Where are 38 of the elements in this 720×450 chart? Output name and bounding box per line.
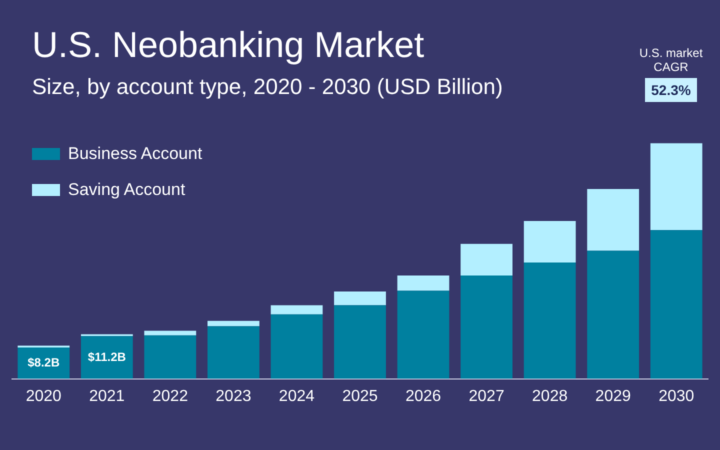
chart-subtitle: Size, by account type, 2020 - 2030 (USD Billion)	[32, 74, 503, 100]
x-tick-label: 2028	[532, 388, 568, 405]
bar	[460, 276, 512, 379]
legend-label: Business Account	[68, 144, 202, 164]
x-tick-label: 2025	[342, 388, 378, 405]
bar	[208, 320, 260, 326]
bar	[144, 330, 196, 336]
x-tick-label: 2029	[595, 388, 631, 405]
bar	[397, 290, 450, 379]
bar	[144, 335, 196, 379]
bar	[334, 292, 386, 306]
x-tick-label: 2023	[216, 388, 252, 405]
bar	[650, 230, 702, 379]
data-label: $8.2B	[28, 355, 60, 370]
bar	[270, 314, 323, 379]
bar	[460, 244, 512, 276]
data-label: $11.2B	[88, 350, 126, 364]
x-tick-label: 2021	[89, 388, 125, 405]
x-tick-label: 2022	[152, 388, 188, 405]
text: U.S. market CAGR	[638, 46, 704, 74]
x-tick-label: 2030	[658, 388, 694, 405]
legend-label: Saving Account	[68, 180, 186, 200]
bar	[650, 143, 702, 230]
bar	[587, 188, 640, 251]
x-tick-label: 2026	[405, 388, 442, 405]
bar	[397, 276, 450, 291]
bar	[80, 336, 133, 379]
bar	[270, 305, 323, 314]
x-tick-label: 2027	[468, 388, 504, 405]
x-tick-label: 2020	[26, 388, 62, 405]
x-tick-label: 2024	[278, 388, 315, 405]
bar	[208, 326, 260, 379]
bar	[334, 305, 386, 379]
bar	[524, 221, 576, 263]
text: 52.3%	[645, 78, 697, 102]
bar	[587, 250, 640, 379]
bar	[524, 262, 576, 379]
chart-title: U.S. Neobanking Market	[32, 24, 424, 66]
